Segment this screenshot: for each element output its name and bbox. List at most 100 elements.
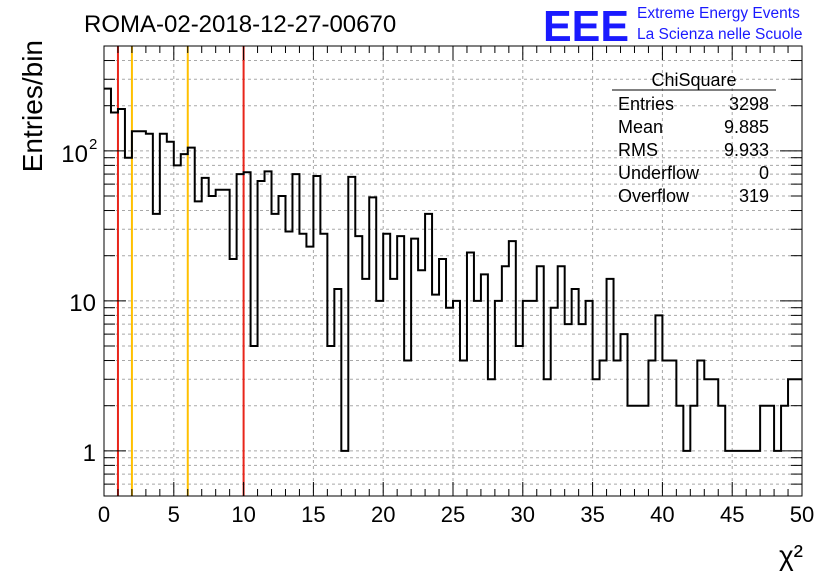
histogram-bin — [537, 266, 544, 496]
histogram-bin — [788, 379, 795, 496]
x-tick-label: 50 — [790, 502, 814, 527]
histogram-bin — [481, 274, 488, 496]
histogram-bin — [697, 361, 704, 496]
histogram-bin — [111, 113, 118, 496]
histogram-bin — [334, 289, 341, 496]
histogram-bin — [746, 451, 753, 496]
histogram-bin — [662, 361, 669, 496]
histogram-bin — [181, 154, 188, 496]
histogram-bin — [467, 253, 474, 496]
histogram-bin — [676, 406, 683, 496]
histogram-bin — [306, 247, 313, 496]
histogram-bin — [530, 301, 537, 496]
x-tick-label: 40 — [650, 502, 674, 527]
histogram-bin — [146, 134, 153, 496]
histogram-bin — [237, 174, 244, 496]
histogram-bin — [320, 234, 327, 496]
histogram-bin — [292, 174, 299, 496]
stats-box-rows: Entries 3298 Mean 9.885 RMS 9.933 Underflow 0 Ov… — [618, 94, 769, 206]
histogram-bin — [195, 201, 202, 496]
histogram-bin — [139, 131, 146, 496]
stats-box: ChiSquare Entries 3298 Mean 9.885 RMS 9.933 Un… — [612, 70, 776, 206]
x-tick-label: 15 — [301, 502, 325, 527]
histogram-bin — [732, 451, 739, 496]
x-tick-label: 30 — [511, 502, 535, 527]
histogram-layer — [104, 87, 802, 496]
y-axis-label: Entries/bin — [17, 40, 48, 172]
stats-box-title: ChiSquare — [651, 70, 736, 90]
histogram-bin — [355, 236, 362, 496]
histogram-bin — [614, 361, 621, 496]
x-tick-label: 20 — [371, 502, 395, 527]
histogram-bin — [223, 190, 230, 496]
axis-ticks — [103, 45, 803, 497]
histogram-bin — [600, 361, 607, 496]
histogram-bin — [739, 451, 746, 496]
histogram-bin — [341, 451, 348, 496]
histogram-bin — [753, 451, 760, 496]
histogram-bin — [628, 406, 635, 496]
x-tick-label: 0 — [98, 502, 110, 527]
histogram-bin — [718, 406, 725, 496]
histogram-bin — [586, 301, 593, 496]
histogram-bin — [313, 176, 320, 496]
histogram-bin — [655, 315, 662, 496]
x-tick-label: 25 — [441, 502, 465, 527]
stats-row-value: 0 — [759, 163, 769, 183]
histogram-bin — [495, 301, 502, 496]
histogram-bin — [774, 451, 781, 496]
histogram-bin — [188, 148, 195, 496]
histogram-bin — [725, 451, 732, 496]
histogram-bin — [174, 165, 181, 496]
histogram-bin — [279, 196, 286, 496]
histogram-bin — [327, 346, 334, 496]
histogram-bin — [502, 266, 509, 496]
x-axis-label: χ² — [779, 540, 803, 571]
threshold-lines — [116, 46, 245, 496]
histogram-bin — [230, 259, 237, 496]
histogram-bin — [397, 236, 404, 496]
histogram-bin — [376, 301, 383, 496]
histogram-bin — [272, 214, 279, 496]
histogram-bin — [153, 214, 160, 496]
stats-row-label: Entries — [618, 94, 674, 114]
histogram-bin — [711, 379, 718, 496]
histogram-bin — [795, 379, 802, 496]
histogram-bin — [265, 171, 272, 496]
histogram-bin — [299, 234, 306, 496]
histogram-bin — [704, 379, 711, 496]
histogram-bin — [439, 259, 446, 496]
x-tick-label: 10 — [231, 502, 255, 527]
histogram-bin — [251, 346, 258, 496]
histogram-bin — [411, 239, 418, 496]
histogram-bin — [390, 279, 397, 496]
histogram-bin — [362, 279, 369, 496]
stats-row-label: Underflow — [618, 163, 700, 183]
histogram-bin — [425, 214, 432, 496]
chart-title: ROMA-02-2018-12-27-00670 — [84, 11, 396, 38]
histogram-bin — [244, 172, 251, 496]
histogram-bin — [669, 361, 676, 496]
histogram-bin — [593, 379, 600, 496]
histogram-bin — [767, 406, 774, 496]
histogram-bin — [104, 89, 111, 496]
histogram-bin — [167, 142, 174, 496]
histogram-bin — [383, 234, 390, 496]
histogram-bin — [474, 301, 481, 496]
histogram-bin — [621, 334, 628, 496]
histogram-bin — [648, 361, 655, 496]
stats-row-value: 3298 — [729, 94, 769, 114]
histogram-bin — [516, 346, 523, 496]
histogram-bin — [572, 289, 579, 496]
y-tick-label-exponent: 2 — [89, 136, 97, 153]
stats-row-value: 319 — [739, 186, 769, 206]
histogram-bin — [558, 266, 565, 496]
eee-logo-line2: La Scienza nelle Scuole — [637, 26, 802, 43]
y-tick-label: 10 — [69, 290, 96, 317]
histogram-bin — [544, 379, 551, 496]
histogram-bin — [216, 190, 223, 496]
histogram-bin — [607, 279, 614, 496]
x-tick-label: 35 — [580, 502, 604, 527]
